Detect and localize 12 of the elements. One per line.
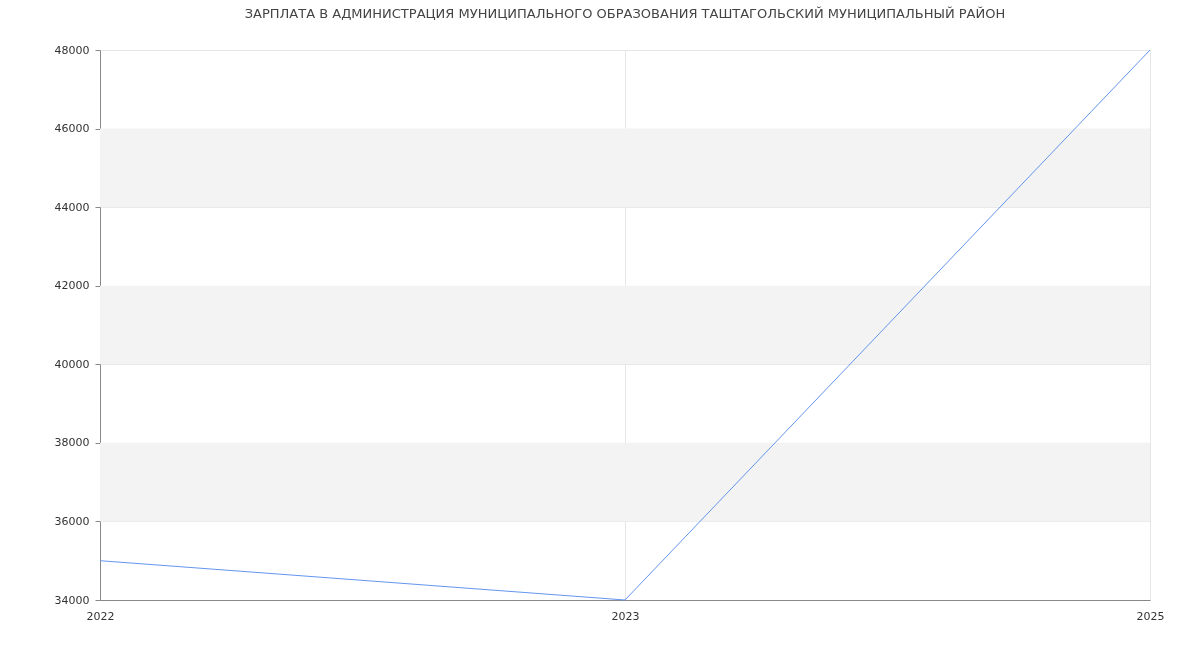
y-tick-label: 44000 [54,200,90,214]
y-tick-label: 34000 [54,593,90,607]
chart-title: ЗАРПЛАТА В АДМИНИСТРАЦИЯ МУНИЦИПАЛЬНОГО ОБРАЗОВАНИЯ ТАШТАГОЛЬСКИЙ МУНИЦИПАЛЬНЫЙ РАЙОН [244,6,1006,21]
x-tick-label: 2022 [86,609,115,623]
x-tick-label: 2025 [1136,609,1165,623]
x-tick-label: 2023 [611,609,640,623]
y-tick-label: 48000 [54,43,90,57]
y-tick-label: 38000 [54,436,90,450]
y-tick-label: 46000 [54,122,90,136]
y-tick-label: 36000 [54,514,90,528]
y-tick-label: 40000 [54,357,90,371]
y-tick-label: 42000 [54,279,90,293]
